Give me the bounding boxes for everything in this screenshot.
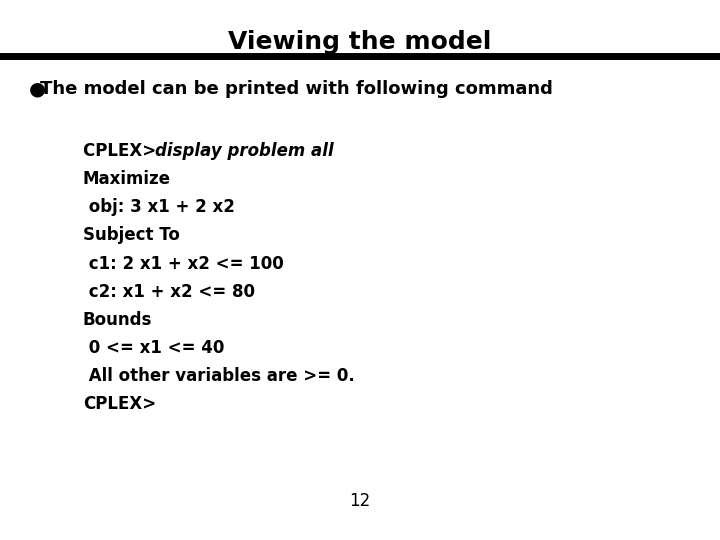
Text: Bounds: Bounds xyxy=(83,310,152,329)
Text: 0 <= x1 <= 40: 0 <= x1 <= 40 xyxy=(83,339,224,357)
Text: Viewing the model: Viewing the model xyxy=(228,30,492,53)
Text: Subject To: Subject To xyxy=(83,226,180,245)
Text: The model can be printed with following command: The model can be printed with following … xyxy=(40,80,552,98)
Text: c2: x1 + x2 <= 80: c2: x1 + x2 <= 80 xyxy=(83,282,255,301)
Text: All other variables are >= 0.: All other variables are >= 0. xyxy=(83,367,354,385)
Text: CPLEX>: CPLEX> xyxy=(83,395,156,413)
Text: ●: ● xyxy=(29,79,46,99)
Text: display problem all: display problem all xyxy=(155,142,334,160)
Text: 12: 12 xyxy=(349,492,371,510)
Text: c1: 2 x1 + x2 <= 100: c1: 2 x1 + x2 <= 100 xyxy=(83,254,284,273)
Text: Maximize: Maximize xyxy=(83,170,171,188)
Text: CPLEX>: CPLEX> xyxy=(83,142,162,160)
Text: obj: 3 x1 + 2 x2: obj: 3 x1 + 2 x2 xyxy=(83,198,235,217)
